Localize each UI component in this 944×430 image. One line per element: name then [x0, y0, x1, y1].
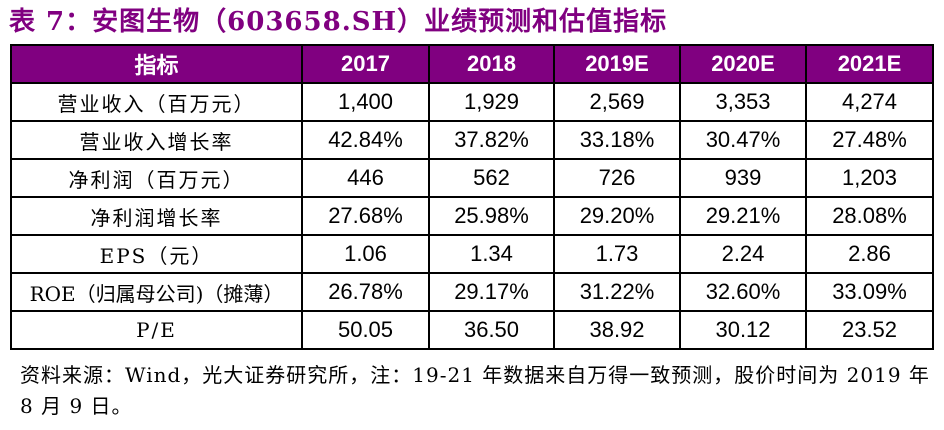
cell-value: 1.34: [428, 234, 555, 274]
cell-value: 37.82%: [428, 120, 555, 160]
cell-value: 27.48%: [805, 120, 934, 160]
cell-value: 33.09%: [805, 272, 934, 312]
cell-value: 27.68%: [301, 196, 430, 236]
cell-value: 939: [679, 158, 807, 198]
header-2021e: 2021E: [805, 44, 934, 84]
cell-value: 29.17%: [428, 272, 555, 312]
cell-value: 29.21%: [679, 196, 807, 236]
cell-value: 30.12: [679, 310, 807, 350]
header-row: 指标 2017 2018 2019E 2020E 2021E: [10, 44, 934, 84]
header-2018: 2018: [428, 44, 555, 84]
cell-value: 32.60%: [679, 272, 807, 312]
source-note: 资料来源：Wind，光大证券研究所，注：19-21 年数据来自万得一致预测，股价…: [20, 363, 930, 418]
cell-value: 1,400: [301, 82, 430, 122]
cell-value: 446: [301, 158, 430, 198]
cell-value: 29.20%: [553, 196, 681, 236]
cell-value: 30.47%: [679, 120, 807, 160]
cell-value: 726: [553, 158, 681, 198]
cell-value: 23.52: [805, 310, 934, 350]
table-row: 营业收入增长率 42.84% 37.82% 33.18% 30.47% 27.4…: [10, 120, 934, 160]
table-row: ROE（归属母公司)（摊薄） 26.78% 29.17% 31.22% 32.6…: [10, 272, 934, 312]
cell-value: 42.84%: [301, 120, 430, 160]
cell-value: 36.50: [428, 310, 555, 350]
row-label: 营业收入增长率: [10, 120, 303, 160]
header-indicator: 指标: [10, 44, 303, 84]
row-label: 营业收入（百万元）: [10, 82, 303, 122]
cell-value: 4,274: [805, 82, 934, 122]
cell-value: 28.08%: [805, 196, 934, 236]
cell-value: 1.73: [553, 234, 681, 274]
cell-value: 38.92: [553, 310, 681, 350]
row-label: ROE（归属母公司)（摊薄）: [10, 272, 303, 312]
table-row: EPS（元） 1.06 1.34 1.73 2.24 2.86: [10, 234, 934, 274]
cell-value: 2,569: [553, 82, 681, 122]
cell-value: 2.86: [805, 234, 934, 274]
row-label: 净利润增长率: [10, 196, 303, 236]
header-2019e: 2019E: [553, 44, 681, 84]
cell-value: 3,353: [679, 82, 807, 122]
cell-value: 1.06: [301, 234, 430, 274]
table-row: 营业收入（百万元） 1,400 1,929 2,569 3,353 4,274: [10, 82, 934, 122]
cell-value: 33.18%: [553, 120, 681, 160]
header-2017: 2017: [301, 44, 430, 84]
cell-value: 31.22%: [553, 272, 681, 312]
row-label: P/E: [10, 310, 303, 350]
cell-value: 2.24: [679, 234, 807, 274]
cell-value: 26.78%: [301, 272, 430, 312]
row-label: EPS（元）: [10, 234, 303, 274]
cell-value: 1,203: [805, 158, 934, 198]
header-2020e: 2020E: [679, 44, 807, 84]
cell-value: 562: [428, 158, 555, 198]
row-label: 净利润（百万元）: [10, 158, 303, 198]
financial-forecast-table: 指标 2017 2018 2019E 2020E 2021E 营业收入（百万元）…: [10, 44, 934, 350]
cell-value: 1,929: [428, 82, 555, 122]
table-title: 表 7：安图生物（603658.SH）业绩预测和估值指标: [9, 7, 668, 37]
table-row: 净利润（百万元） 446 562 726 939 1,203: [10, 158, 934, 198]
table-row: 净利润增长率 27.68% 25.98% 29.20% 29.21% 28.08…: [10, 196, 934, 236]
cell-value: 50.05: [301, 310, 430, 350]
cell-value: 25.98%: [428, 196, 555, 236]
table-row: P/E 50.05 36.50 38.92 30.12 23.52: [10, 310, 934, 350]
